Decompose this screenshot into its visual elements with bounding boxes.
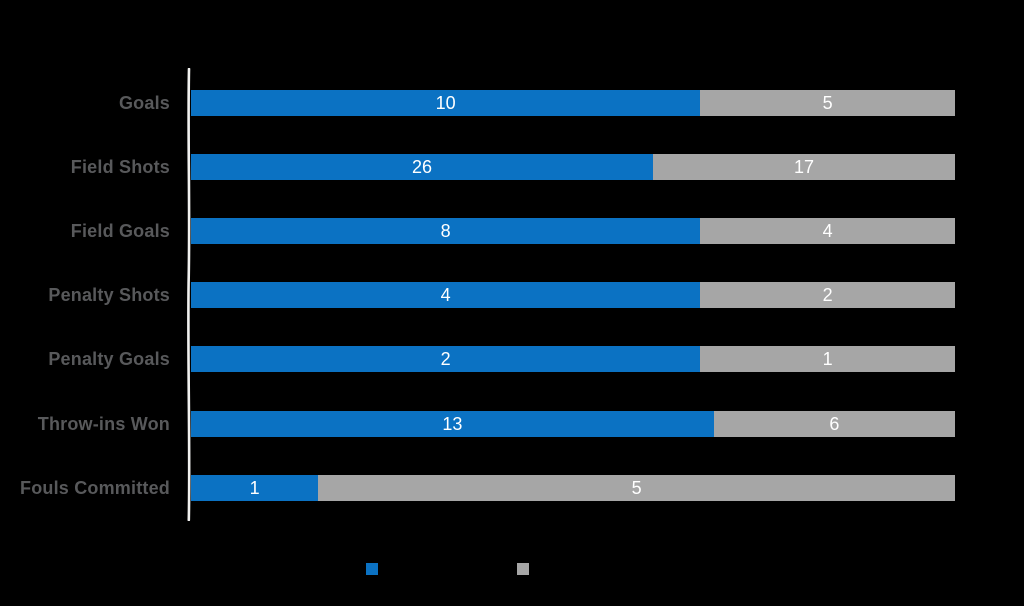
value-label: 5: [822, 93, 833, 113]
value-label: 4: [440, 285, 451, 306]
value-label: 1: [822, 349, 833, 370]
bar-segment-series2: 2: [700, 282, 955, 309]
value-label: 2: [440, 349, 451, 370]
legend: [0, 563, 1024, 575]
bar-segment-series1: 8: [191, 218, 701, 245]
value-label: 26: [411, 157, 432, 178]
value-label: 17: [793, 157, 814, 178]
category-label: Field Shots: [70, 157, 170, 178]
category-label: Fouls Committed: [20, 477, 170, 498]
value-label: 5: [631, 477, 642, 498]
bar-row: Penalty Shots 4 2: [48, 282, 955, 309]
value-label: 2: [822, 285, 833, 306]
category-label: Penalty Shots: [48, 285, 170, 306]
bar-row: Goals 10 5: [119, 90, 955, 116]
bar-segment-series1: 4: [191, 282, 701, 309]
bar-segment-series1: 26: [191, 154, 653, 181]
legend-swatch-series2-icon: [517, 563, 529, 575]
bar-segment-series1: 13: [191, 410, 714, 437]
bar-segment-series2: 5: [318, 474, 955, 501]
bar-row: Throw-ins Won 13 6: [38, 410, 955, 437]
bar-segment-series1: 10: [191, 90, 701, 116]
bar-segment-series1: 2: [191, 346, 701, 373]
category-label: Penalty Goals: [48, 349, 170, 370]
category-label: Throw-ins Won: [37, 413, 170, 434]
bar-row: Field Shots 26 17: [71, 154, 955, 181]
value-label: 8: [440, 221, 451, 242]
bar-segment-series2: 1: [700, 346, 955, 373]
bar-segment-series1: 1: [191, 474, 319, 501]
value-label: 10: [435, 93, 456, 113]
category-label: Goals: [118, 93, 170, 113]
bar-row: Penalty Goals 2 1: [48, 346, 955, 373]
bar-segment-series2: 17: [652, 154, 955, 181]
value-label: 13: [442, 413, 463, 434]
category-label: Field Goals: [70, 221, 170, 242]
bar-row: Fouls Committed 1 5: [20, 474, 955, 501]
value-label: 4: [822, 221, 833, 242]
value-label: 6: [829, 413, 840, 434]
bar-segment-series2: 4: [700, 218, 955, 245]
legend-swatch-series1-icon: [366, 563, 378, 575]
bar-row: Field Goals 8 4: [71, 218, 955, 245]
plot-area: Goals 10 5 Field Shots 26 17 Field Goals…: [20, 90, 955, 502]
value-label: 1: [249, 477, 260, 498]
bar-segment-series2: 5: [700, 90, 955, 116]
y-axis-line: [186, 67, 192, 522]
bar-segment-series2: 6: [713, 410, 955, 437]
